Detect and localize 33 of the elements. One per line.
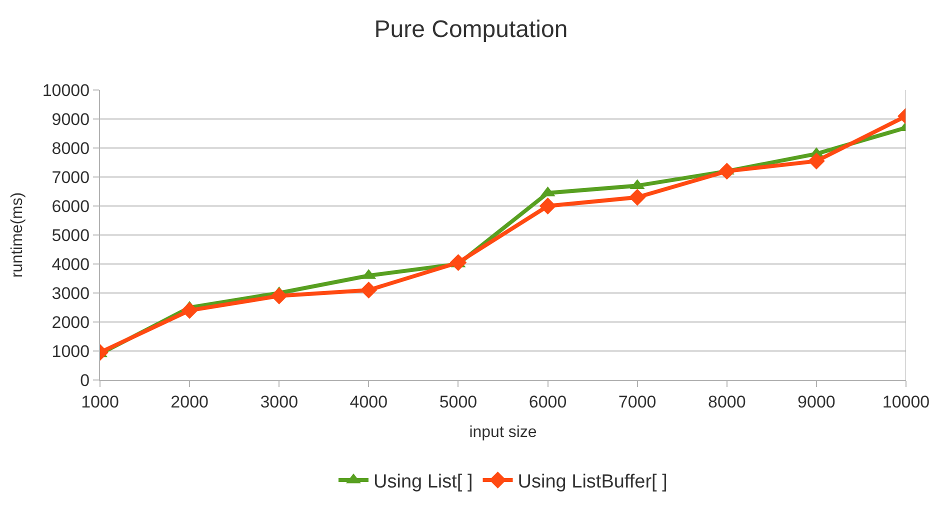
x-tick-label: 9000 xyxy=(798,392,836,412)
x-tick-label: 1000 xyxy=(81,392,119,412)
x-tick-label: 5000 xyxy=(439,392,478,412)
y-tick-label: 0 xyxy=(80,370,90,390)
x-tick-label: 7000 xyxy=(618,392,656,412)
point xyxy=(628,188,646,206)
point xyxy=(181,302,198,319)
y-tick-label: 6000 xyxy=(52,196,90,216)
x-axis-title: input size xyxy=(469,424,537,442)
point xyxy=(539,198,556,214)
y-axis-title: runtime(ms) xyxy=(9,192,26,278)
point xyxy=(808,152,825,170)
x-tick-label: 4000 xyxy=(350,392,388,412)
y-tick-label: 7000 xyxy=(52,168,90,187)
point xyxy=(270,287,288,304)
chart-title: Pure Computation xyxy=(374,16,568,44)
x-tick-label: 2000 xyxy=(170,392,208,412)
y-tick-label: 3000 xyxy=(52,284,90,303)
y-tick-label: 9000 xyxy=(52,110,90,129)
y-tick-label: 8000 xyxy=(52,138,90,158)
y-tick-label: 1000 xyxy=(52,342,90,361)
x-tick-label: 3000 xyxy=(260,392,298,412)
y-tick-label: 5000 xyxy=(52,226,90,245)
y-tick-label: 10000 xyxy=(42,80,90,100)
point xyxy=(360,282,378,299)
x-tick-label: 10000 xyxy=(882,392,930,412)
legend-label: Using ListBuffer[ ] xyxy=(518,471,668,492)
legend-label: Using List[ ] xyxy=(374,471,473,492)
point xyxy=(718,162,736,180)
y-tick-label: 2000 xyxy=(52,312,90,332)
x-tick-label: 6000 xyxy=(528,392,567,412)
x-tick-label: 8000 xyxy=(708,392,746,412)
y-tick-label: 4000 xyxy=(52,254,90,274)
